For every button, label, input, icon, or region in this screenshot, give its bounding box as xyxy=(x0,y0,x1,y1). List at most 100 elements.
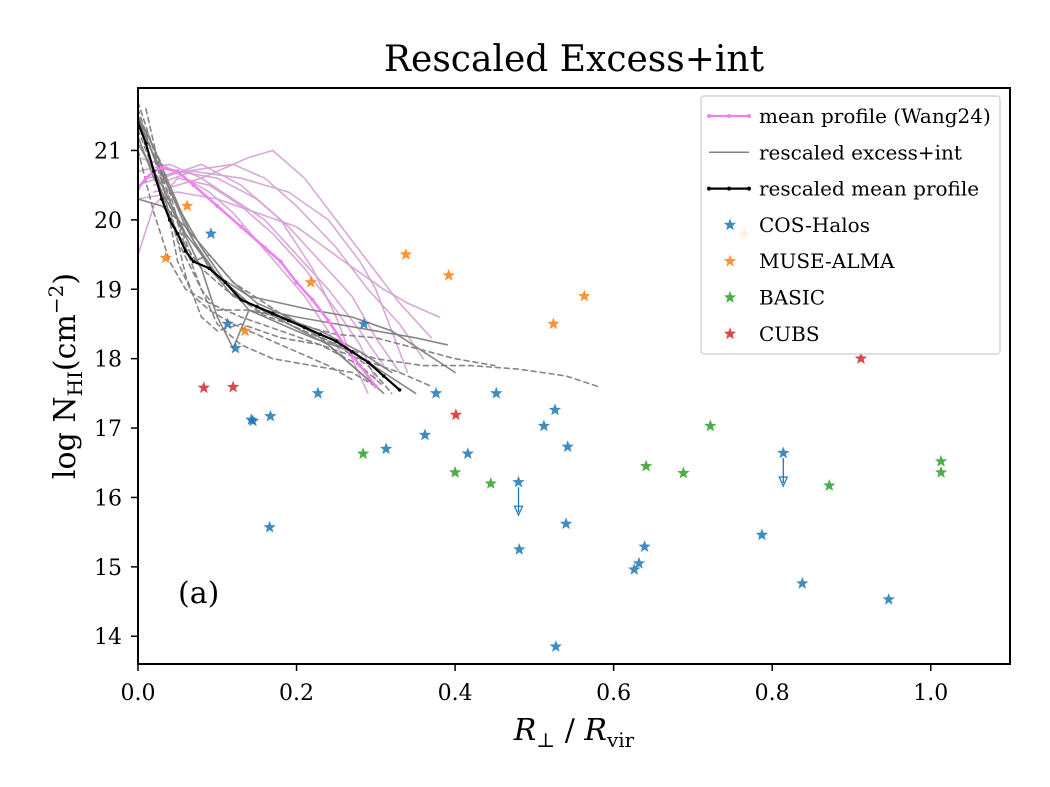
cos-halos-point xyxy=(204,227,218,239)
y-tick-label: 16 xyxy=(94,486,122,511)
mean-profile-wang24-marker xyxy=(373,384,378,389)
points-layer xyxy=(159,199,948,652)
legend-rescaled-mean-dot xyxy=(727,186,731,191)
x-tick-label: 0.4 xyxy=(438,681,473,706)
cos-halos-point xyxy=(632,556,646,569)
cubs-point xyxy=(197,381,210,394)
basic-point xyxy=(934,466,948,478)
cos-halos-point xyxy=(796,577,809,589)
pink-profile-curve xyxy=(138,191,441,318)
cubs-point xyxy=(854,352,868,364)
mean-profile-wang24-marker xyxy=(310,297,315,302)
rescaled-mean-profile-marker xyxy=(334,339,338,344)
excess-int-dashed-curve xyxy=(138,128,599,388)
rescaled-mean-profile-marker xyxy=(286,318,291,323)
excess-int-curve xyxy=(145,128,456,374)
muse-alma-point xyxy=(399,248,413,260)
legend-rescaled-mean-label: rescaled mean profile xyxy=(759,177,979,201)
mean-profile-wang24-marker xyxy=(262,245,267,250)
rescaled-mean-profile-marker xyxy=(175,231,180,236)
basic-point xyxy=(484,477,497,489)
legend-cubs-label: CUBS xyxy=(759,322,820,346)
legend-cos-halos-marker xyxy=(723,218,737,231)
muse-alma-point xyxy=(578,289,591,302)
mean-profile-wang24-line xyxy=(138,166,378,388)
basic-point xyxy=(823,479,836,491)
mean-profile-wang24-marker xyxy=(159,165,164,170)
basic-point xyxy=(704,419,717,432)
y-tick-label: 14 xyxy=(94,625,122,650)
rescaled-mean-profile-marker xyxy=(302,325,307,330)
x-tick-label: 0.0 xyxy=(121,681,156,706)
x-tick-label: 0.8 xyxy=(755,681,790,706)
cos-halos-point xyxy=(561,440,574,452)
curves-layer xyxy=(138,101,599,395)
y-tick-label: 18 xyxy=(94,348,122,373)
mean-profile-wang24-marker xyxy=(326,318,331,323)
cos-halos-point xyxy=(461,447,474,459)
rescaled-mean-profile-marker xyxy=(350,349,354,354)
rescaled-mean-profile-marker xyxy=(366,360,370,364)
plot-frame xyxy=(137,87,1011,665)
cos-halos-point xyxy=(548,403,562,416)
legend-basic-marker xyxy=(723,291,737,303)
cos-halos-point xyxy=(221,317,234,330)
rescaled-mean-profile-marker xyxy=(381,374,386,378)
rescaled-mean-profile-marker xyxy=(255,304,259,309)
mean-profile-wang24-marker xyxy=(357,363,362,368)
excess-int-dashed-curve xyxy=(138,101,377,388)
rescaled-mean-profile-marker xyxy=(223,280,227,285)
pink-profile-curve xyxy=(153,170,409,374)
legend-rescaled-mean-dot xyxy=(747,186,751,191)
cos-halos-point xyxy=(513,543,526,555)
muse-alma-point xyxy=(181,199,194,212)
upper-limit-arrow-head xyxy=(778,476,789,488)
chart-title: Rescaled Excess+int xyxy=(384,39,765,80)
rescaled-mean-profile-marker xyxy=(207,266,212,271)
legend-cos-halos-label: COS-Halos xyxy=(759,213,870,237)
rescaled-mean-profile-marker xyxy=(397,388,402,392)
muse-alma-point xyxy=(304,275,317,288)
y-tick-label: 15 xyxy=(94,556,122,581)
cos-halos-point xyxy=(559,517,573,530)
legend-cubs-marker xyxy=(723,327,737,340)
x-tick-label: 1.0 xyxy=(913,681,948,706)
cos-halos-point xyxy=(229,341,242,354)
rescaled-mean-profile-line xyxy=(138,121,401,391)
rescaled-mean-profile-marker xyxy=(183,249,188,253)
rescaled-mean-profile-marker xyxy=(270,311,275,316)
mean-profile-wang24-marker xyxy=(143,176,148,181)
upper-limit-arrow-head xyxy=(513,505,524,517)
rescaled-mean-profile-marker xyxy=(191,259,196,264)
legend-muse-alma-label: MUSE-ALMA xyxy=(759,249,895,273)
ticks-layer: 0.0 0.2 0.4 0.6 0.8 1.0 14 15 16 17 18 19 20 21 xyxy=(94,139,948,706)
cubs-point xyxy=(449,408,463,421)
pink-profile-curve xyxy=(138,170,401,374)
excess-int-dashed-curve xyxy=(138,115,393,395)
rescaled-mean-profile-marker xyxy=(239,297,243,302)
y-tick-label: 19 xyxy=(94,278,122,303)
excess-int-dashed-curve xyxy=(138,149,433,388)
cos-halos-point xyxy=(512,475,525,488)
y-tick-label: 21 xyxy=(94,139,122,164)
mean-profile-wang24-marker xyxy=(239,224,244,229)
legend-muse-alma-marker xyxy=(723,254,737,267)
rescaled-mean-profile-marker xyxy=(167,218,172,222)
rescaled-mean-profile-marker xyxy=(144,141,148,146)
cos-halos-point xyxy=(549,640,562,652)
muse-alma-point xyxy=(238,324,252,337)
legend-mean-wang24-dot xyxy=(707,114,711,118)
cos-halos-point xyxy=(777,446,790,459)
cos-halos-point xyxy=(628,563,641,575)
cos-halos-point xyxy=(418,428,432,441)
mean-profile-wang24-marker xyxy=(294,280,299,285)
cos-halos-point xyxy=(882,593,895,605)
mean-profile-wang24-marker xyxy=(215,203,220,208)
legend-mean-wang24-label: mean profile (Wang24) xyxy=(759,104,991,128)
legend: mean profile (Wang24) rescaled excess+int… xyxy=(700,95,1001,355)
cos-halos-point xyxy=(537,419,551,432)
mean-profile-wang24-marker xyxy=(191,183,196,188)
pink-profile-curve xyxy=(145,163,425,360)
mean-profile-wang24-marker xyxy=(175,169,180,174)
